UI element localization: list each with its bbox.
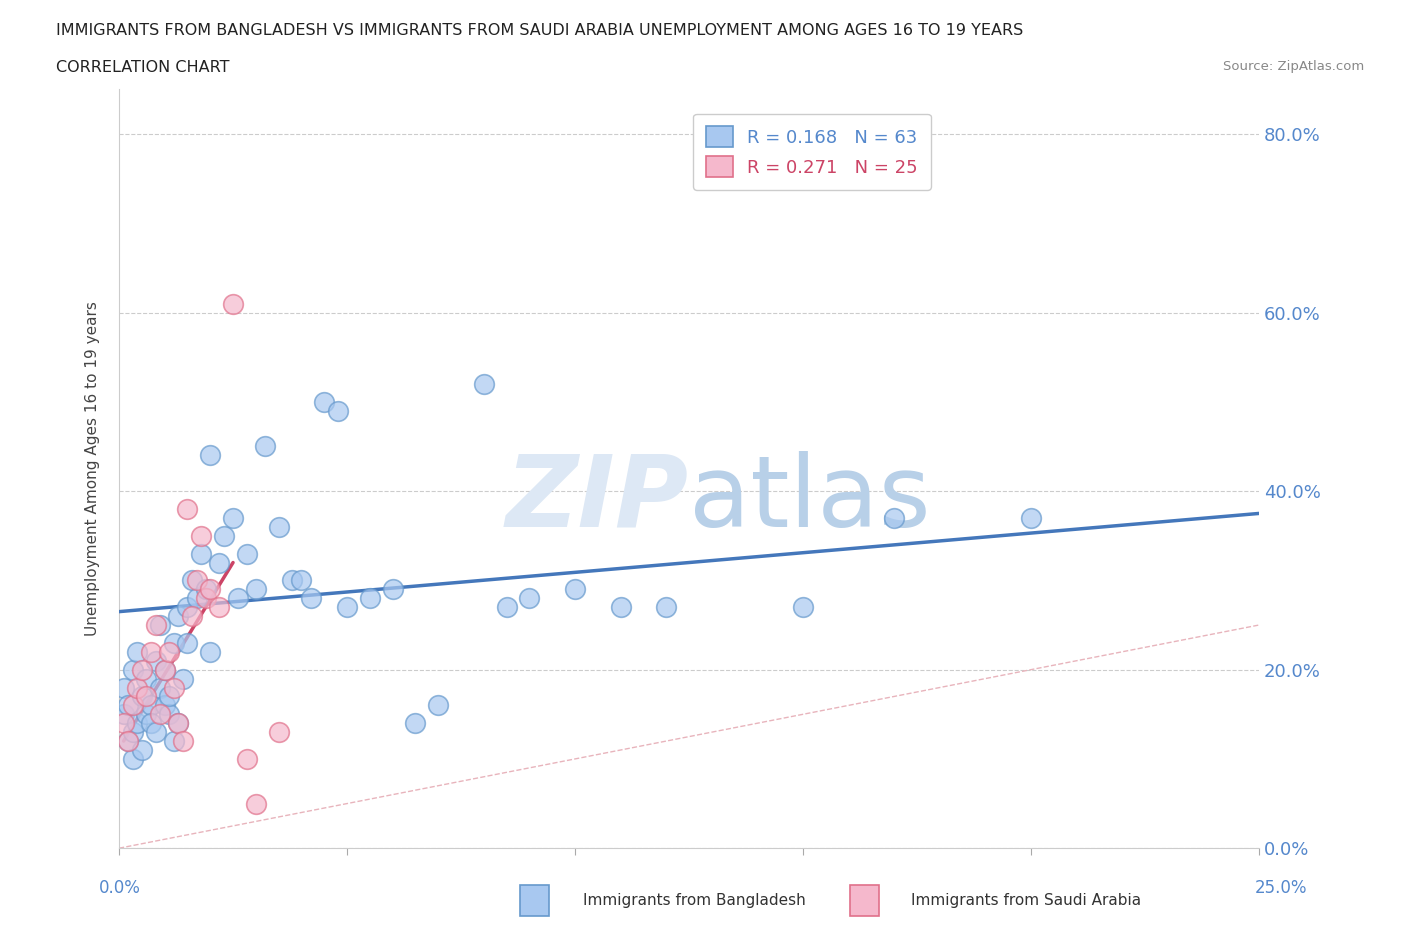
Text: Immigrants from Saudi Arabia: Immigrants from Saudi Arabia xyxy=(911,893,1142,908)
Point xyxy=(153,662,176,677)
Point xyxy=(200,448,222,463)
Point xyxy=(194,591,217,605)
Point xyxy=(117,698,139,712)
Y-axis label: Unemployment Among Ages 16 to 19 years: Unemployment Among Ages 16 to 19 years xyxy=(86,301,100,636)
Point xyxy=(167,716,190,731)
Text: 25.0%: 25.0% xyxy=(1256,879,1308,897)
Point xyxy=(176,501,198,516)
Point xyxy=(186,573,208,588)
Point xyxy=(176,600,198,615)
Point xyxy=(121,724,143,739)
Point xyxy=(135,689,157,704)
Point xyxy=(127,644,149,659)
Point xyxy=(326,404,349,418)
Point xyxy=(112,707,135,722)
Point xyxy=(157,689,180,704)
Point xyxy=(208,555,231,570)
Point xyxy=(564,582,586,597)
Point xyxy=(336,600,359,615)
Point xyxy=(314,394,336,409)
Point xyxy=(194,582,217,597)
Point xyxy=(235,546,257,561)
Point xyxy=(186,591,208,605)
Point xyxy=(131,742,153,757)
Point xyxy=(163,680,186,695)
Point xyxy=(157,644,180,659)
Point xyxy=(163,635,186,650)
Point xyxy=(208,600,231,615)
Point xyxy=(381,582,404,597)
Point xyxy=(245,796,267,811)
Point xyxy=(190,528,212,543)
Point xyxy=(1019,511,1042,525)
Point xyxy=(145,724,167,739)
Point xyxy=(117,734,139,749)
Point xyxy=(267,724,290,739)
Point xyxy=(131,662,153,677)
Point xyxy=(172,734,194,749)
Point xyxy=(609,600,631,615)
Point xyxy=(139,716,162,731)
Point xyxy=(157,707,180,722)
Point xyxy=(212,528,235,543)
Point xyxy=(149,707,172,722)
Point xyxy=(190,546,212,561)
Point xyxy=(153,698,176,712)
Point xyxy=(299,591,322,605)
Point xyxy=(121,698,143,712)
Text: IMMIGRANTS FROM BANGLADESH VS IMMIGRANTS FROM SAUDI ARABIA UNEMPLOYMENT AMONG AG: IMMIGRANTS FROM BANGLADESH VS IMMIGRANTS… xyxy=(56,23,1024,38)
Point xyxy=(883,511,905,525)
Point xyxy=(200,644,222,659)
Point xyxy=(235,751,257,766)
Point xyxy=(145,618,167,632)
Point xyxy=(139,644,162,659)
Point xyxy=(127,716,149,731)
Point xyxy=(117,734,139,749)
Point xyxy=(655,600,678,615)
Point xyxy=(472,377,495,392)
Point xyxy=(176,635,198,650)
Point xyxy=(145,653,167,668)
Point xyxy=(135,671,157,686)
Point xyxy=(222,297,245,312)
Point xyxy=(222,511,245,525)
Point xyxy=(181,608,204,623)
Point xyxy=(519,591,541,605)
Point xyxy=(200,582,222,597)
Text: ZIP: ZIP xyxy=(506,451,689,548)
Point xyxy=(167,608,190,623)
Point xyxy=(131,689,153,704)
Text: Source: ZipAtlas.com: Source: ZipAtlas.com xyxy=(1223,60,1364,73)
Point xyxy=(290,573,312,588)
Point xyxy=(245,582,267,597)
Point xyxy=(135,707,157,722)
Point xyxy=(153,662,176,677)
Point xyxy=(139,698,162,712)
Point xyxy=(281,573,304,588)
Point xyxy=(149,618,172,632)
Text: CORRELATION CHART: CORRELATION CHART xyxy=(56,60,229,75)
Point xyxy=(404,716,426,731)
Point xyxy=(121,662,143,677)
Point xyxy=(167,716,190,731)
Text: 0.0%: 0.0% xyxy=(98,879,141,897)
Point xyxy=(112,716,135,731)
Point xyxy=(495,600,517,615)
Text: atlas: atlas xyxy=(689,451,931,548)
Point xyxy=(149,680,172,695)
Point xyxy=(427,698,450,712)
Point xyxy=(127,680,149,695)
Text: Immigrants from Bangladesh: Immigrants from Bangladesh xyxy=(583,893,806,908)
Point xyxy=(359,591,381,605)
Point xyxy=(253,439,276,454)
Point xyxy=(181,573,204,588)
Point xyxy=(163,734,186,749)
Point xyxy=(112,680,135,695)
Point xyxy=(172,671,194,686)
Legend: R = 0.168   N = 63, R = 0.271   N = 25: R = 0.168 N = 63, R = 0.271 N = 25 xyxy=(693,113,931,190)
Point xyxy=(226,591,249,605)
Point xyxy=(792,600,814,615)
Point xyxy=(121,751,143,766)
Point xyxy=(267,519,290,534)
